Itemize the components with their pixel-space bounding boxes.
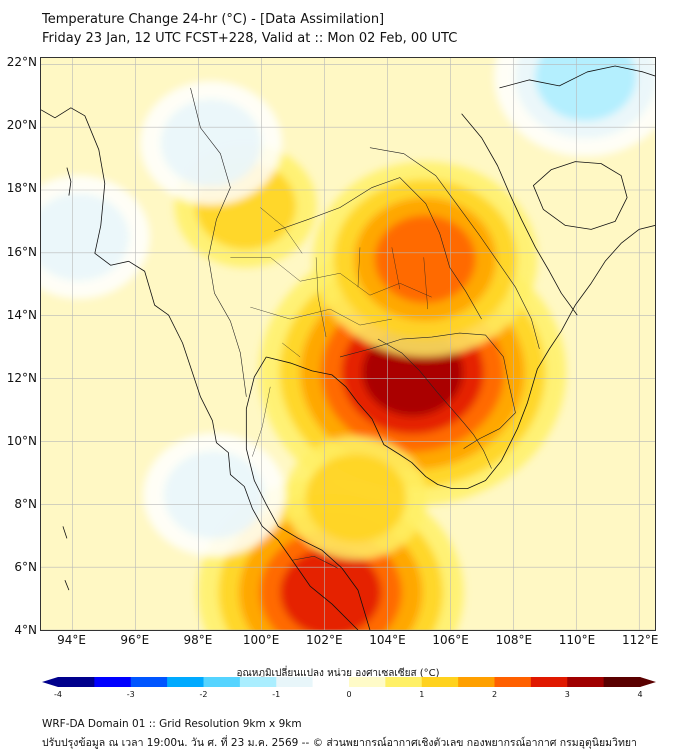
footer-update-info: ปรับปรุงข้อมูล ณ เวลา 19:00น. วัน ศ. ที่… [42, 737, 637, 749]
lon-label: 94°E [57, 633, 87, 647]
colorbar-segment [530, 677, 568, 687]
colorbar-segment [276, 677, 314, 687]
thailand-cambodia-border [339, 332, 504, 358]
colorbar-segment [58, 677, 95, 687]
footer-model-info: WRF-DA Domain 01 :: Grid Resolution 9km … [42, 718, 302, 730]
peninsula-east-coastline [245, 356, 371, 630]
colorbar-segment [239, 677, 277, 687]
colorbar-segment [421, 677, 459, 687]
colorbar-segment [167, 677, 204, 687]
colorbar-tick-label: 4 [637, 690, 643, 699]
colorbar-segment [203, 677, 241, 687]
colorbar-segment [385, 677, 423, 687]
lon-label: 102°E [306, 633, 343, 647]
mekong-river [377, 338, 492, 469]
west-coastline [41, 107, 359, 630]
lon-label: 108°E [495, 633, 533, 647]
colorbar-tick-label: 2 [491, 690, 498, 699]
gulf-coastline [266, 225, 655, 489]
lat-label: 20°N [6, 118, 37, 133]
lat-label: 12°N [6, 370, 37, 385]
lon-label: 112°E [621, 633, 659, 647]
lat-label: 6°N [14, 559, 37, 574]
anomaly-northeast-thailand-warm [374, 215, 476, 303]
colorbar-segment [458, 677, 495, 687]
anomaly-hainan-cool [535, 58, 637, 121]
lon-label: 96°E [120, 633, 150, 647]
colorbar-segment [603, 677, 641, 687]
colorbar-tick-label: -3 [126, 690, 135, 699]
province-lines [230, 207, 432, 457]
colorbar [42, 677, 656, 687]
anomaly-bay-of-bengal-cool [41, 193, 130, 281]
lat-label: 10°N [6, 433, 37, 448]
coastlines [41, 65, 655, 630]
colorbar-tick-label: 0 [346, 690, 352, 699]
country-borders [190, 87, 540, 569]
graticule [41, 58, 655, 630]
temperature-change-map[interactable] [41, 58, 655, 630]
colorbar-segment [94, 677, 132, 687]
colorbar-tick-label: -4 [54, 690, 62, 699]
colorbar-segment [494, 677, 532, 687]
colorbar-tick-label: -1 [272, 690, 281, 699]
lat-label: 14°N [6, 307, 37, 322]
colorbar-segment [130, 677, 168, 687]
colorbar-tick-label: -2 [199, 690, 208, 699]
andaman-islands [62, 167, 72, 591]
lon-label: 106°E [432, 633, 469, 647]
lat-label: 4°N [14, 623, 37, 637]
anomaly-myanmar-cool [160, 99, 262, 187]
colorbar-title: อุณหภูมิเปลี่ยนแปลง หน่วย องศาเซลเซียส (… [236, 668, 440, 679]
colorbar-tick-label: 1 [419, 690, 425, 699]
lon-label: 98°E [183, 633, 213, 647]
anomaly-gulf-warm [305, 454, 407, 542]
lat-label: 16°N [6, 244, 37, 259]
colorbar-segment [312, 677, 350, 687]
lat-label: 22°N [6, 55, 37, 70]
anomaly-malaysia-warm [280, 548, 382, 630]
colorbar-segment [349, 677, 386, 687]
lat-label: 8°N [14, 496, 37, 511]
map-title: Temperature Change 24-hr (°C) - [Data As… [42, 12, 385, 27]
vietnam-coastline [461, 113, 578, 316]
malaysia-thailand-border [292, 555, 339, 569]
map-subtitle: Friday 23 Jan, 12 UTC FCST+228, Valid at… [42, 31, 458, 46]
lon-label: 110°E [558, 633, 596, 647]
colorbar-max-extend [640, 677, 656, 687]
map-panel[interactable] [40, 57, 656, 631]
laos-vietnam-border [369, 147, 540, 350]
anomaly-andaman-coast-cool [163, 451, 265, 539]
hainan-island [532, 161, 628, 230]
myanmar-thailand-border [190, 87, 247, 397]
thailand-laos-border [274, 177, 482, 320]
lat-label: 18°N [6, 181, 37, 196]
china-coastline [499, 65, 655, 89]
colorbar-tick-label: 3 [564, 690, 570, 699]
lon-label: 100°E [242, 633, 280, 647]
colorbar-min-extend [42, 677, 58, 687]
lon-label: 104°E [369, 633, 406, 647]
colorbar-segment [567, 677, 605, 687]
